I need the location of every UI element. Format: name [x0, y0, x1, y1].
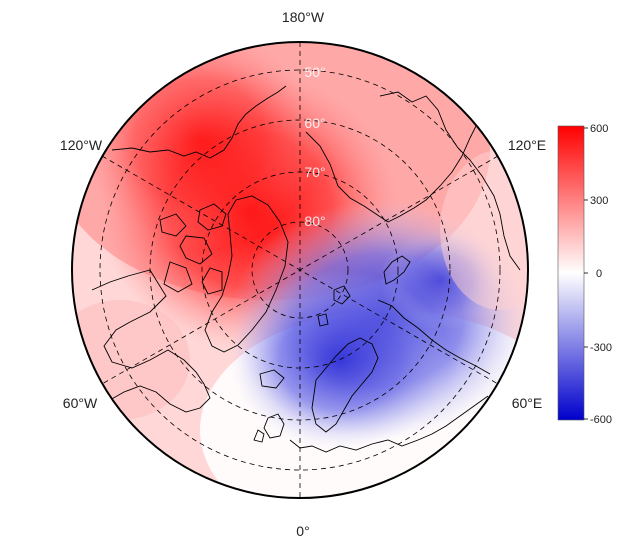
coast-europe	[289, 395, 489, 453]
coastlines	[91, 85, 521, 453]
coast-siberia	[305, 111, 489, 223]
coast-greenland	[204, 195, 289, 353]
lon-label-60w: 60°W	[63, 395, 98, 411]
colorbar: 600 300 0 -300 -600	[557, 123, 612, 426]
lon-label-60e: 60°E	[512, 395, 543, 411]
colorbar-ticks	[584, 127, 588, 420]
coast-iceland	[259, 369, 285, 389]
lon-label-120e: 120°E	[508, 137, 546, 153]
colorbar-gradient	[558, 126, 584, 420]
lat-label-80: 80°	[304, 213, 325, 229]
lon-label-180w: 180°W	[282, 9, 325, 25]
lat-label-70: 70°	[304, 164, 325, 180]
coast-north-america	[91, 269, 211, 413]
colorbar-label-0: 0	[596, 268, 602, 280]
colorbar-label-300: 300	[590, 195, 608, 207]
coast-svalbard	[317, 285, 351, 327]
map-frame	[71, 41, 529, 499]
coast-uk	[253, 413, 285, 443]
coast-scandinavia	[311, 337, 379, 433]
colorbar-label-neg600: -600	[590, 414, 612, 426]
coast-east-asia	[379, 91, 521, 271]
coast-russia-north	[377, 299, 491, 375]
coast-canadian-archipelago	[159, 203, 227, 295]
lat-label-50: 50°	[304, 64, 325, 80]
lat-circle-50	[99, 69, 501, 471]
coast-alaska	[111, 85, 287, 159]
lon-label-0: 0°	[296, 523, 309, 539]
lat-label-60: 60°	[304, 115, 325, 131]
coast-novaya-zemlya	[383, 255, 411, 285]
colorbar-label-neg300: -300	[590, 342, 612, 354]
colorbar-label-600: 600	[590, 123, 608, 135]
anomaly-field	[72, 42, 528, 498]
lon-label-120w: 120°W	[60, 137, 103, 153]
